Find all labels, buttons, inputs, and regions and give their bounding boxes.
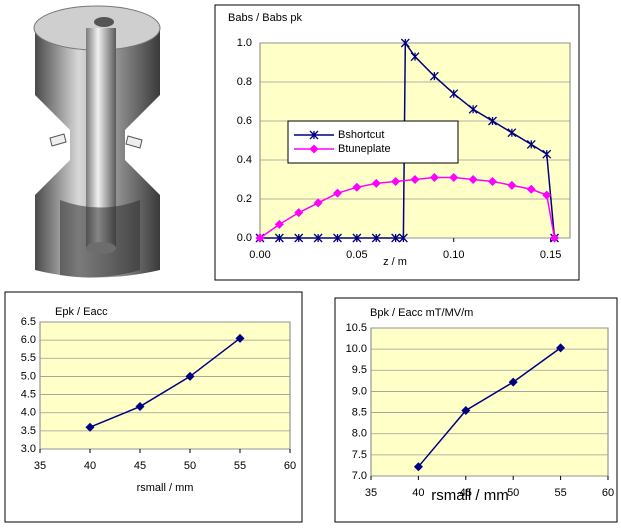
plot-area (371, 328, 608, 476)
y-tick-label: 0.0 (237, 232, 252, 244)
y-tick-label: 6.5 (21, 316, 36, 328)
y-tick-label: 10.5 (346, 322, 367, 334)
x-tick-label: 0.10 (443, 249, 464, 261)
chart-title: Bpk / Eacc mT/MV/m (370, 307, 473, 319)
chart-title: Epk / Eacc (55, 306, 108, 318)
page: {"chart_data": [ {"type": "line", "title… (0, 0, 621, 527)
y-tick-label: 6.0 (21, 334, 36, 346)
figure: Babs / Babs pk z / m 0.0 0.2 0.4 0.6 0.8 1.0 0.0… (0, 0, 621, 527)
y-tick-label: 5.5 (21, 352, 36, 364)
x-tick-label: 0.05 (346, 249, 367, 261)
y-tick-label: 0.8 (237, 76, 252, 88)
y-tick-label: 4.5 (21, 388, 36, 400)
y-tick-label: 10.0 (346, 343, 367, 355)
y-tick-label: 8.5 (352, 406, 367, 418)
plot-area (40, 322, 290, 449)
x-axis-label: rsmall / mm (137, 482, 194, 494)
legend-label: Bshortcut (338, 129, 384, 141)
x-tick-label: 35 (34, 460, 46, 472)
x-axis-label: z / m (383, 256, 407, 268)
x-tick-label: 35 (365, 487, 377, 499)
chart-title: Babs / Babs pk (228, 12, 302, 24)
x-tick-label: 40 (84, 460, 96, 472)
y-tick-label: 7.0 (352, 470, 367, 482)
x-tick-label: 0.00 (249, 249, 270, 261)
x-tick-label: 40 (412, 487, 424, 499)
y-tick-label: 0.6 (237, 115, 252, 127)
y-tick-label: 9.0 (352, 385, 367, 397)
y-tick-label: 3.0 (21, 443, 36, 455)
y-tick-label: 1.0 (237, 37, 252, 49)
y-tick-label: 0.4 (237, 154, 252, 166)
x-tick-label: 50 (507, 487, 519, 499)
x-tick-label: 45 (134, 460, 146, 472)
y-tick-label: 4.0 (21, 407, 36, 419)
cavity-illustration (34, 6, 160, 278)
x-tick-label: 55 (234, 460, 246, 472)
x-tick-label: 0.15 (540, 249, 561, 261)
y-tick-label: 8.0 (352, 428, 367, 440)
legend-label: Btuneplate (338, 143, 391, 155)
y-tick-label: 5.0 (21, 370, 36, 382)
x-tick-label: 55 (554, 487, 566, 499)
x-tick-label: 45 (460, 487, 472, 499)
y-tick-label: 9.5 (352, 364, 367, 376)
y-tick-label: 0.2 (237, 193, 252, 205)
x-tick-label: 50 (184, 460, 196, 472)
x-tick-label: 60 (602, 487, 614, 499)
y-tick-label: 3.5 (21, 425, 36, 437)
y-tick-label: 7.5 (352, 449, 367, 461)
x-tick-label: 60 (284, 460, 296, 472)
